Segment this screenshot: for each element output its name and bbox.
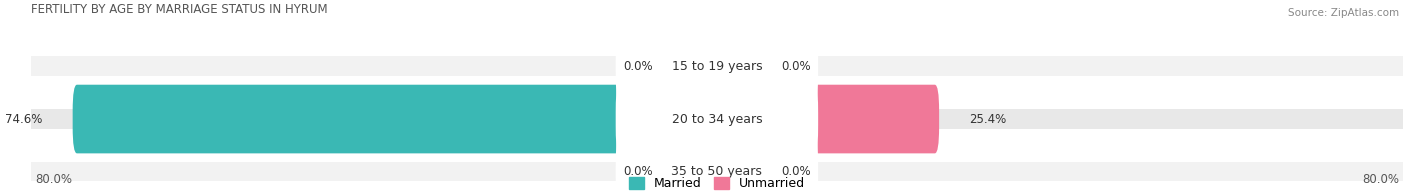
Text: 25.4%: 25.4% — [969, 113, 1007, 126]
FancyBboxPatch shape — [682, 32, 721, 101]
FancyBboxPatch shape — [616, 70, 818, 168]
Text: 0.0%: 0.0% — [782, 60, 811, 73]
FancyBboxPatch shape — [713, 138, 751, 196]
Text: 74.6%: 74.6% — [6, 113, 42, 126]
Text: 35 to 50 years: 35 to 50 years — [672, 165, 762, 178]
Text: 80.0%: 80.0% — [1362, 173, 1399, 186]
Text: 0.0%: 0.0% — [623, 165, 652, 178]
Text: 15 to 19 years: 15 to 19 years — [672, 60, 762, 73]
Text: 0.0%: 0.0% — [782, 165, 811, 178]
Text: 80.0%: 80.0% — [35, 173, 72, 186]
FancyBboxPatch shape — [713, 85, 939, 153]
Text: 0.0%: 0.0% — [623, 60, 652, 73]
Text: Source: ZipAtlas.com: Source: ZipAtlas.com — [1288, 8, 1399, 18]
Bar — [31, 109, 1403, 129]
Legend: Married, Unmarried: Married, Unmarried — [624, 172, 810, 195]
Text: 20 to 34 years: 20 to 34 years — [672, 113, 762, 126]
FancyBboxPatch shape — [616, 18, 818, 115]
Bar — [31, 56, 1403, 76]
FancyBboxPatch shape — [682, 138, 721, 196]
FancyBboxPatch shape — [713, 32, 751, 101]
Bar — [31, 162, 1403, 182]
FancyBboxPatch shape — [73, 85, 721, 153]
Text: FERTILITY BY AGE BY MARRIAGE STATUS IN HYRUM: FERTILITY BY AGE BY MARRIAGE STATUS IN H… — [31, 3, 328, 16]
FancyBboxPatch shape — [616, 123, 818, 196]
